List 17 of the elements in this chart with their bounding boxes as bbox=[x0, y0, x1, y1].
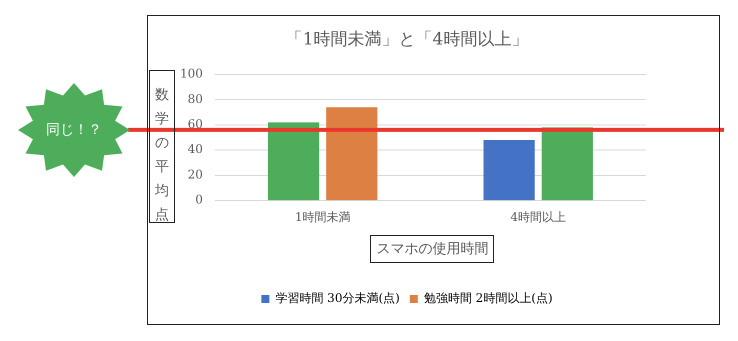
legend-label: 勉強時間 2時間以上(点) bbox=[424, 291, 553, 306]
y-tick-label: 100 bbox=[180, 66, 203, 81]
y-axis-title: 数学の平均点 bbox=[154, 86, 170, 225]
chart-title: 「1時間未満」と「4時間以上」 bbox=[286, 30, 528, 50]
y-tick-label: 40 bbox=[188, 142, 203, 156]
axis-title-box: 数学の平均点 bbox=[148, 70, 175, 223]
bar bbox=[484, 140, 535, 200]
axis-title-box: スマホの使用時間 bbox=[370, 234, 494, 263]
y-tick-label: 60 bbox=[188, 117, 203, 132]
bar bbox=[326, 107, 378, 200]
x-tick-label: 1時間未満 bbox=[294, 210, 350, 224]
legend-label: 学習時間 30分未満(点) bbox=[275, 291, 400, 306]
y-tick-label: 0 bbox=[195, 192, 203, 207]
y-tick-label: 20 bbox=[188, 167, 203, 182]
x-tick-label: 4時間以上 bbox=[510, 210, 566, 224]
x-axis-title: スマホの使用時間 bbox=[376, 240, 488, 258]
y-tick-label: 80 bbox=[188, 92, 203, 106]
